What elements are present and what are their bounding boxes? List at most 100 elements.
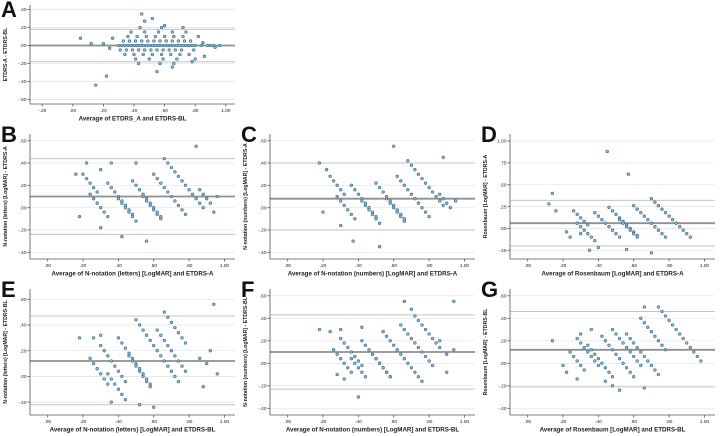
svg-text:.20: .20 bbox=[560, 263, 567, 269]
svg-text:.40: .40 bbox=[115, 419, 122, 425]
panel-E: E .00 .20 .40 .60 .80 1.00 .60 .40 .20 .00 -.20 Ave… bbox=[0, 277, 240, 436]
svg-text:.80: .80 bbox=[186, 263, 193, 269]
svg-text:-.20: -.20 bbox=[258, 384, 267, 390]
svg-text:.80: .80 bbox=[186, 419, 193, 425]
svg-text:.60: .60 bbox=[500, 294, 507, 300]
svg-text:.60: .60 bbox=[630, 263, 637, 269]
panel-label-C: C bbox=[241, 122, 257, 147]
svg-text:.60: .60 bbox=[260, 138, 267, 144]
svg-text:.60: .60 bbox=[260, 294, 267, 300]
svg-text:-.60: -.60 bbox=[18, 97, 27, 103]
svg-text:Average of N-notation (letters: Average of N-notation (letters) [LogMAR]… bbox=[50, 427, 216, 434]
svg-text:1.00: 1.00 bbox=[220, 419, 230, 425]
svg-text:-.40: -.40 bbox=[18, 250, 27, 256]
svg-text:N-notation (letters) [LogMAR]: N-notation (letters) [LogMAR] - ETDRS-BL bbox=[3, 299, 9, 403]
svg-text:.75: .75 bbox=[500, 161, 507, 167]
svg-text:.60: .60 bbox=[20, 297, 27, 303]
svg-text:.00: .00 bbox=[500, 226, 507, 232]
svg-text:N-notation (numbers) [LogMAR]: N-notation (numbers) [LogMAR] - ETDRS-A bbox=[243, 143, 249, 250]
svg-text:.60: .60 bbox=[150, 419, 157, 425]
svg-text:1.00: 1.00 bbox=[700, 263, 710, 269]
panel-F-plot: .00 .20 .40 .60 .80 1.00 .60 .40 .20 .00 -.20 -.40 A… bbox=[240, 280, 480, 436]
svg-text:Average of N-notation (numbers: Average of N-notation (numbers) [LogMAR]… bbox=[288, 271, 458, 278]
svg-text:.20: .20 bbox=[560, 419, 567, 425]
svg-text:.80: .80 bbox=[426, 419, 433, 425]
svg-text:.80: .80 bbox=[666, 263, 673, 269]
svg-text:.00: .00 bbox=[44, 419, 51, 425]
svg-text:.40: .40 bbox=[20, 7, 27, 13]
svg-text:Average of N-notation (letters: Average of N-notation (letters) [LogMAR]… bbox=[51, 271, 214, 278]
panel-D-plot: .00 .20 .40 .60 .80 1.00 1.00 .75 .50 .25 .00 -.25 A… bbox=[480, 125, 720, 280]
svg-text:.40: .40 bbox=[500, 316, 507, 322]
panel-label-D: D bbox=[481, 122, 497, 147]
svg-text:.00: .00 bbox=[20, 374, 27, 380]
svg-text:.00: .00 bbox=[524, 419, 531, 425]
svg-text:.20: .20 bbox=[260, 339, 267, 345]
svg-text:Rosenbaum [LogMAR] - ETDRS-BL: Rosenbaum [LogMAR] - ETDRS-BL bbox=[483, 308, 489, 396]
panel-C: C .00 .20 .40 .60 .80 1.00 .60 .40 .20 .00 -.20 -.4… bbox=[240, 122, 480, 280]
svg-text:Average of Rosenbaum [LogMAR]: Average of Rosenbaum [LogMAR] and ETDRS-… bbox=[540, 427, 686, 434]
svg-text:.40: .40 bbox=[131, 108, 138, 114]
svg-text:.60: .60 bbox=[630, 419, 637, 425]
svg-text:-.20: -.20 bbox=[38, 108, 47, 114]
svg-text:.00: .00 bbox=[69, 108, 76, 114]
svg-text:1.00: 1.00 bbox=[220, 263, 230, 269]
panel-label-F: F bbox=[241, 277, 255, 302]
panel-E-plot: .00 .20 .40 .60 .80 1.00 .60 .40 .20 .00 -.20 Avera… bbox=[0, 280, 240, 436]
svg-text:.20: .20 bbox=[320, 263, 327, 269]
svg-text:-.20: -.20 bbox=[18, 61, 27, 67]
panel-label-B: B bbox=[1, 122, 17, 147]
svg-text:-.25: -.25 bbox=[498, 248, 507, 254]
svg-text:.20: .20 bbox=[20, 183, 27, 189]
svg-text:.40: .40 bbox=[20, 323, 27, 329]
svg-text:.60: .60 bbox=[390, 419, 397, 425]
svg-text:1.00: 1.00 bbox=[460, 419, 470, 425]
svg-text:.00: .00 bbox=[20, 205, 27, 211]
panel-label-G: G bbox=[481, 277, 499, 302]
svg-text:Rosenbaum [LogMAR] - ETDRS-A: Rosenbaum [LogMAR] - ETDRS-A bbox=[483, 154, 489, 238]
svg-text:.20: .20 bbox=[80, 419, 87, 425]
svg-text:.40: .40 bbox=[595, 419, 602, 425]
svg-text:.40: .40 bbox=[355, 419, 362, 425]
panel-F: F .00 .20 .40 .60 .80 1.00 .60 .40 .20 .00 -.20 -.4… bbox=[240, 277, 480, 436]
svg-text:Average of Rosenbaum [LogMAR]: Average of Rosenbaum [LogMAR] and ETDRS-… bbox=[541, 271, 684, 278]
panel-B-plot: .00 .20 .40 .60 .80 1.00 .60 .40 .20 .00 -.20 -.40 A… bbox=[0, 125, 240, 280]
panel-B: B .00 .20 .40 .60 .80 1.00 .60 .40 .20 .00 -.20 -.4… bbox=[0, 122, 240, 280]
svg-text:Average of N-notation (numbers: Average of N-notation (numbers) [LogMAR]… bbox=[286, 427, 460, 434]
svg-text:.00: .00 bbox=[44, 263, 51, 269]
svg-text:-.20: -.20 bbox=[258, 228, 267, 234]
panel-G-plot: .00 .20 .40 .60 .80 1.00 .60 .40 .20 .00 -.20 -.40 A… bbox=[480, 280, 720, 436]
panel-A: A -.20.00.20.40.60.80 1.00.40.20.00 -.20 -.… bbox=[0, 0, 240, 125]
svg-text:-.40: -.40 bbox=[258, 406, 267, 412]
svg-text:ETDRS-A - ETDRS-BL: ETDRS-A - ETDRS-BL bbox=[3, 27, 9, 82]
svg-text:.80: .80 bbox=[666, 419, 673, 425]
svg-text:.00: .00 bbox=[284, 419, 291, 425]
svg-text:.20: .20 bbox=[260, 183, 267, 189]
svg-text:1.00: 1.00 bbox=[460, 263, 470, 269]
svg-text:.20: .20 bbox=[320, 419, 327, 425]
svg-text:.80: .80 bbox=[192, 108, 199, 114]
svg-text:N-notation (letters) [LogMAR]: N-notation (letters) [LogMAR] - ETDRS-A bbox=[3, 146, 9, 247]
svg-text:1.00: 1.00 bbox=[497, 139, 507, 145]
svg-text:-.20: -.20 bbox=[18, 400, 27, 406]
svg-text:.60: .60 bbox=[161, 108, 168, 114]
svg-text:-.20: -.20 bbox=[498, 384, 507, 390]
svg-text:-.20: -.20 bbox=[18, 228, 27, 234]
svg-text:.20: .20 bbox=[500, 339, 507, 345]
svg-text:.00: .00 bbox=[260, 361, 267, 367]
svg-text:Average of ETDRS_A and ETDRS-B: Average of ETDRS_A and ETDRS-BL bbox=[79, 116, 187, 123]
svg-text:.50: .50 bbox=[500, 182, 507, 188]
svg-text:.20: .20 bbox=[20, 348, 27, 354]
svg-text:.40: .40 bbox=[115, 263, 122, 269]
svg-text:.00: .00 bbox=[260, 205, 267, 211]
panel-D: D .00 .20 .40 .60 .80 1.00 1.00 .75 .50 .25 .00 -.2… bbox=[480, 122, 720, 280]
svg-text:.60: .60 bbox=[150, 263, 157, 269]
svg-text:.40: .40 bbox=[355, 263, 362, 269]
svg-text:.00: .00 bbox=[524, 263, 531, 269]
svg-text:.00: .00 bbox=[20, 43, 27, 49]
svg-text:.60: .60 bbox=[20, 138, 27, 144]
svg-text:.60: .60 bbox=[390, 263, 397, 269]
svg-text:N-notation (numbers) [LogMAR]: N-notation (numbers) [LogMAR] - ETDRS-BL bbox=[243, 296, 249, 407]
svg-text:-.40: -.40 bbox=[258, 250, 267, 256]
